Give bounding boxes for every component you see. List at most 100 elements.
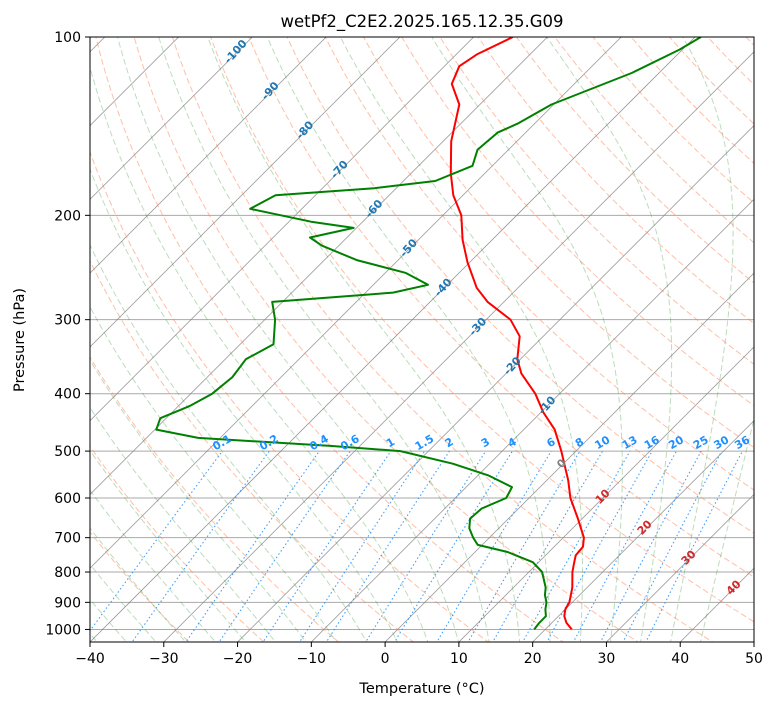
isotherm-line — [90, 37, 475, 422]
axes: −40 −30 −20 −10 0 10 20 30 40 5010020030040050060… — [45, 30, 763, 667]
moist-adiabat-line — [158, 37, 490, 642]
isotherm-line — [90, 37, 401, 348]
mixing-ratio-line — [436, 450, 552, 642]
mixing-ratio-label: 0.4 — [307, 432, 331, 453]
dry-adiabat-label: -30 — [466, 315, 489, 339]
y-tick-label: 900 — [54, 595, 81, 611]
isotherm-label: 20 — [635, 517, 655, 537]
isotherm-line — [532, 420, 754, 642]
x-tick-label: −20 — [223, 651, 253, 667]
y-tick-label: 800 — [54, 565, 81, 581]
mixing-ratio-label: 0.1 — [210, 432, 233, 453]
isotherm-line — [163, 51, 754, 642]
plot-frame — [89, 36, 755, 643]
dry-adiabat-line — [324, 37, 754, 491]
dry-adiabat-line — [133, 37, 639, 642]
moist-adiabat-line — [266, 37, 551, 642]
x-tick-label: 10 — [450, 651, 468, 667]
x-axis-label: Temperature (°C) — [358, 681, 484, 697]
dry-adiabat-line — [758, 10, 775, 654]
isotherm-line — [90, 37, 253, 200]
dry-adiabat-line — [362, 37, 754, 449]
dry-adiabat-line — [171, 37, 714, 642]
dry-adiabat-line — [90, 356, 340, 642]
y-tick-label: 300 — [54, 313, 81, 329]
mixing-ratio-label: 3 — [479, 435, 492, 450]
x-tick-label: −10 — [297, 651, 327, 667]
mixing-ratio-label: 0.6 — [338, 432, 362, 453]
mixing-ratio-line — [185, 450, 320, 642]
y-tick-label: 500 — [54, 444, 81, 460]
mixing-ratio-label: 16 — [642, 433, 662, 452]
dry-adiabat-line — [554, 37, 754, 244]
temperature-profile-line — [449, 37, 585, 631]
dry-adiabat-label: -40 — [432, 275, 455, 299]
dry-adiabat-line — [401, 37, 754, 407]
mixing-ratio-line — [325, 450, 450, 642]
background-lines — [0, 10, 775, 654]
moist-adiabat-line — [90, 449, 246, 642]
dry-adiabat-line — [248, 37, 754, 578]
mixing-ratio-label: 1.5 — [413, 432, 436, 453]
dry-adiabat-label: -10 — [536, 393, 559, 417]
mixing-ratio-line — [298, 450, 426, 642]
dry-adiabat-line — [592, 37, 754, 204]
dry-adiabat-label: -60 — [363, 197, 386, 221]
mixing-ratio-label: 1 — [384, 435, 397, 450]
mixing-ratio-line — [393, 450, 513, 642]
isotherm-line — [384, 272, 754, 642]
moist-adiabat-line — [117, 37, 460, 642]
moist-adiabat-line — [431, 37, 623, 642]
mixing-ratio-line — [218, 450, 351, 642]
y-tick-label: 700 — [54, 531, 81, 547]
isotherm-line — [90, 37, 180, 127]
dry-adiabat-line — [95, 37, 564, 642]
isotherm-line — [753, 641, 754, 642]
profile-lines — [155, 37, 702, 631]
y-tick-label: 600 — [54, 491, 81, 507]
dry-adiabat-line — [286, 37, 754, 534]
isotherm-line — [90, 37, 549, 496]
isotherm-label: 10 — [593, 486, 613, 506]
isotherm-label: 30 — [679, 547, 699, 567]
mixing-ratio-line — [622, 450, 723, 642]
mixing-ratio-line — [131, 450, 270, 642]
x-tick-label: 20 — [524, 651, 542, 667]
y-tick-label: 200 — [54, 208, 81, 224]
dry-adiabat-label: -70 — [328, 158, 351, 182]
chart-title: wetPf2_C2E2.2025.165.12.35.G09 — [280, 12, 563, 32]
moist-adiabat-line — [90, 359, 307, 642]
moist-adiabat-line — [90, 65, 429, 642]
moist-adiabat-line — [90, 598, 128, 642]
mixing-ratio-label: 20 — [666, 433, 686, 452]
mixing-ratio-label: 13 — [620, 433, 640, 452]
y-tick-label: 100 — [54, 30, 81, 46]
dry-adiabat-label: -100 — [222, 37, 250, 66]
y-tick-label: 1000 — [45, 622, 81, 638]
mixing-ratio-label: 6 — [544, 435, 557, 450]
isotherm-line — [90, 37, 622, 569]
dry-adiabat-line — [90, 445, 265, 642]
moist-adiabat-line — [90, 167, 398, 642]
x-tick-label: 0 — [381, 651, 390, 667]
dry-adiabat-label: -80 — [293, 118, 316, 142]
moist-adiabat-line — [90, 527, 187, 642]
x-tick-label: −40 — [75, 651, 105, 667]
mixing-ratio-line — [467, 450, 581, 642]
dewpoint-profile-line — [155, 37, 702, 631]
moist-adiabat-line — [90, 305, 337, 642]
dry-adiabat-label: -90 — [259, 79, 282, 103]
mixing-ratio-label: 30 — [712, 433, 732, 452]
dry-adiabat-line — [90, 259, 415, 642]
mixing-ratio-label: 10 — [593, 433, 613, 452]
x-tick-label: −30 — [149, 651, 179, 667]
moist-adiabat-line — [339, 37, 583, 642]
isotherm-line — [0, 10, 58, 654]
moist-adiabat-line — [670, 37, 734, 642]
dry-adiabat-line — [210, 37, 754, 623]
isotherm-line — [605, 493, 754, 642]
mixing-ratio-line — [645, 450, 743, 642]
mixing-ratio-line — [546, 450, 653, 642]
dry-adiabat-line — [90, 150, 490, 642]
